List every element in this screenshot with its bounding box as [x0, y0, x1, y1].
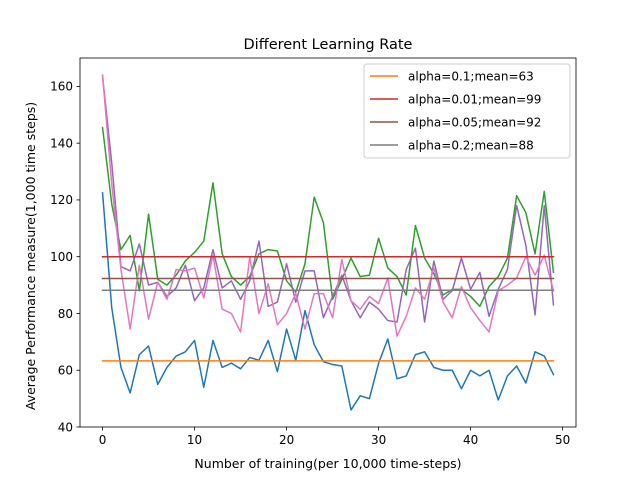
chart-title: Different Learning Rate [244, 37, 413, 53]
y-tick-label: 160 [50, 80, 73, 94]
y-tick-label: 60 [58, 364, 73, 378]
legend-label: alpha=0.01;mean=99 [408, 92, 541, 106]
x-tick-label: 0 [99, 433, 107, 447]
x-tick-label: 10 [187, 433, 202, 447]
x-tick-label: 30 [371, 433, 386, 447]
y-axis-label: Average Performance measure(1,000 time s… [23, 102, 38, 410]
y-tick-label: 100 [50, 250, 73, 264]
x-tick-label: 20 [279, 433, 294, 447]
series-line-4 [101, 74, 555, 337]
x-axis-label: Number of training(per 10,000 time-steps… [194, 456, 461, 471]
legend: alpha=0.1;mean=63 alpha=0.01;mean=99 alpha… [363, 63, 571, 159]
legend-label: alpha=0.2;mean=88 [408, 138, 534, 152]
legend-label: alpha=0.05;mean=92 [408, 115, 541, 129]
legend-label: alpha=0.1;mean=63 [408, 69, 534, 83]
legend-box [363, 63, 571, 159]
axes: 0 10 20 30 40 50 40 60 80 100 120 140 160 [50, 57, 577, 447]
y-tick-label: 120 [50, 193, 73, 207]
axes-frame [79, 57, 577, 428]
x-tick-label: 40 [463, 433, 478, 447]
y-tick-label: 80 [58, 307, 73, 321]
y-tick-label: 140 [50, 136, 73, 150]
y-tick-label: 40 [58, 420, 73, 434]
series-line-1 [101, 192, 555, 411]
series-line-2 [101, 126, 555, 308]
x-tick-label: 50 [555, 433, 570, 447]
plot-area [101, 74, 555, 411]
